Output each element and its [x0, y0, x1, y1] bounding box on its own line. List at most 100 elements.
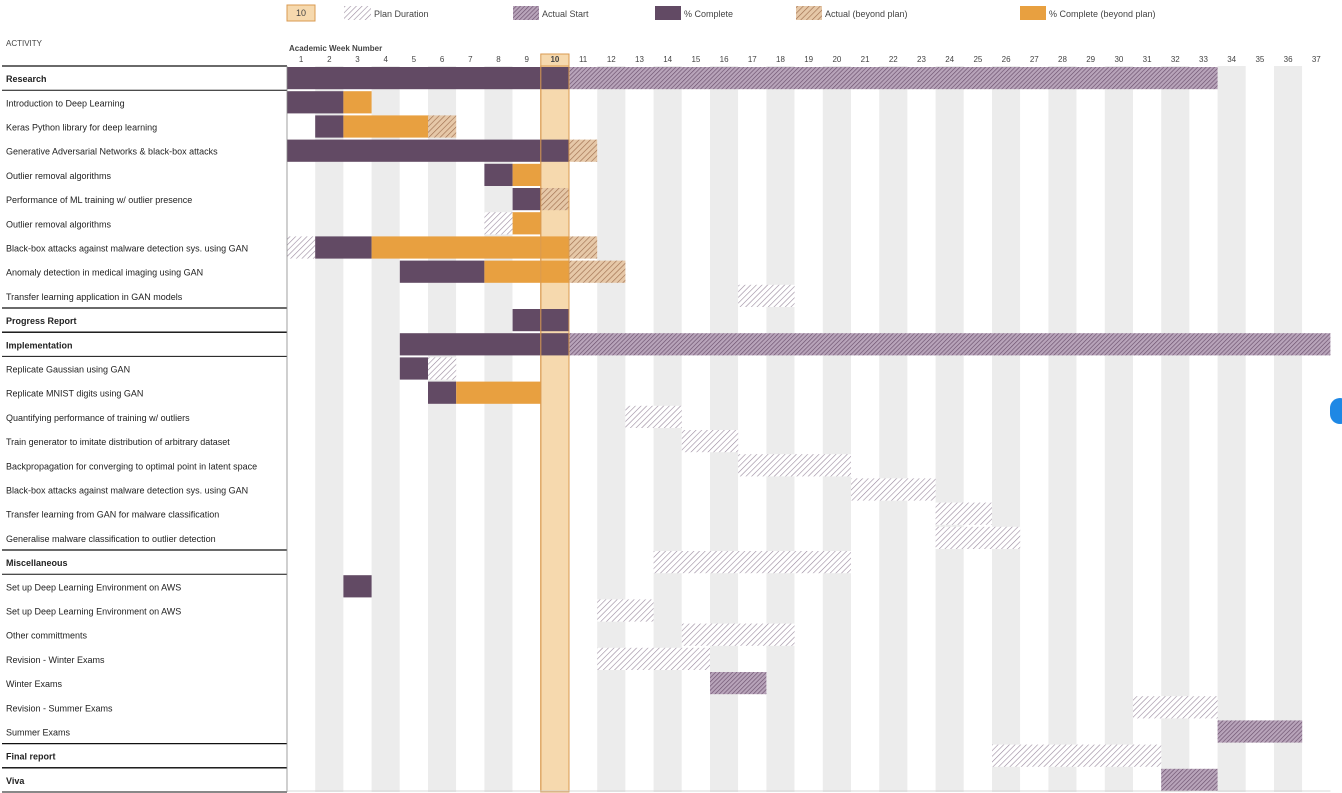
week-number: 29 — [1086, 55, 1095, 64]
week-column-37 — [1302, 66, 1331, 792]
bar-complete — [287, 139, 569, 162]
week-number: 19 — [804, 55, 813, 64]
bar-actual-beyond — [540, 188, 569, 211]
activity-label: Set up Deep Learning Environment on AWS — [6, 607, 181, 617]
bar-plan — [935, 502, 992, 525]
week-column-16 — [710, 66, 739, 792]
group-label: Miscellaneous — [6, 558, 68, 568]
week-column-5 — [399, 66, 428, 792]
activity-label: Generalise malware classification to out… — [6, 534, 216, 544]
week-column-26 — [992, 66, 1021, 792]
week-column-35 — [1245, 66, 1274, 792]
week-number: 20 — [832, 55, 841, 64]
activity-label: Transfer learning application in GAN mod… — [6, 292, 183, 302]
activity-label: Set up Deep Learning Environment on AWS — [6, 582, 181, 592]
week-column-34 — [1217, 66, 1246, 792]
bar-actual-beyond — [569, 139, 598, 162]
activity-labels: Research Introduction to Deep Learning Ker… — [2, 65, 1331, 793]
week-column-27 — [1020, 66, 1049, 792]
week-number: 27 — [1030, 55, 1039, 64]
week-column-31 — [1133, 66, 1162, 792]
bar-plan — [428, 357, 457, 380]
bar-complete — [399, 357, 428, 380]
week-number: 2 — [327, 55, 332, 64]
bar-actual — [1161, 768, 1218, 791]
bar-plan — [851, 478, 936, 501]
bar-complete-beyond — [343, 91, 372, 114]
activity-label: Keras Python library for deep learning — [6, 123, 157, 133]
week-number: 15 — [691, 55, 700, 64]
group-label: Progress Report — [6, 316, 77, 326]
bar-complete — [315, 236, 372, 259]
bar-plan — [287, 236, 316, 259]
legend-plan-swatch — [344, 6, 371, 20]
bar-plan — [738, 454, 851, 477]
activity-label: Revision - Summer Exams — [6, 703, 113, 713]
week-column-15 — [681, 66, 710, 792]
bar-complete-beyond — [371, 236, 569, 259]
week-column-4 — [371, 66, 400, 792]
activity-label: Performance of ML training w/ outlier pr… — [6, 195, 192, 205]
activity-label: Replicate Gaussian using GAN — [6, 365, 130, 375]
activity-label: Anomaly detection in medical imaging usi… — [6, 268, 203, 278]
week-column-7 — [456, 66, 485, 792]
week-number: 36 — [1284, 55, 1293, 64]
legend: 10 Plan Duration Actual Start % Complete… — [286, 4, 1156, 22]
week-column-3 — [343, 66, 372, 792]
grid: 1 2 3 4 5 6 7 8 9 10 11 12 13 14 15 16 17 18 19 20 21 22 23 24 2… — [287, 53, 1331, 793]
week-number: 1 — [299, 55, 304, 64]
week-number: 14 — [663, 55, 672, 64]
week-column-21 — [851, 66, 880, 792]
week-column-14 — [653, 66, 682, 792]
side-scroll-handle[interactable] — [1330, 398, 1342, 424]
bar-complete-beyond — [484, 260, 569, 283]
week-number: 21 — [861, 55, 870, 64]
activity-label: Summer Exams — [6, 728, 71, 738]
week-column-12 — [597, 66, 626, 792]
week-column-20 — [822, 66, 851, 792]
activity-header: ACTIVITY — [6, 39, 43, 48]
bar-complete — [343, 575, 372, 598]
activity-label: Black-box attacks against malware detect… — [6, 486, 248, 496]
week-number: 22 — [889, 55, 898, 64]
week-number: 18 — [776, 55, 785, 64]
bar-plan — [681, 430, 739, 453]
week-number: 34 — [1227, 55, 1236, 64]
bar-plan — [653, 551, 851, 574]
week-column-22 — [879, 66, 908, 792]
week-column-33 — [1189, 66, 1218, 792]
week-number: 32 — [1171, 55, 1180, 64]
legend-current-week-swatch — [286, 4, 316, 22]
group-label: Research — [6, 74, 47, 84]
bar-plan — [1133, 696, 1218, 719]
bar-complete-beyond — [512, 163, 541, 186]
week-number: 28 — [1058, 55, 1067, 64]
week-column-11 — [569, 66, 598, 792]
week-column-32 — [1161, 66, 1190, 792]
bar-plan — [484, 212, 513, 235]
group-label: Implementation — [6, 340, 73, 350]
week-column-30 — [1104, 66, 1133, 792]
week-number: 6 — [440, 55, 445, 64]
bar-plan — [597, 647, 710, 670]
activity-label: Outlier removal algorithms — [6, 219, 112, 229]
activity-label: Backpropagation for converging to optima… — [6, 461, 257, 471]
current-week-highlight — [540, 53, 570, 793]
legend-complete-beyond-label: % Complete (beyond plan) — [1049, 9, 1156, 19]
week-number: 7 — [468, 55, 473, 64]
activity-label: Outlier removal algorithms — [6, 171, 112, 181]
legend-actual-start-swatch — [513, 6, 539, 20]
legend-complete-beyond-swatch — [1020, 6, 1046, 20]
week-column-29 — [1076, 66, 1105, 792]
bar-complete-beyond — [512, 212, 541, 235]
bar-plan — [738, 284, 795, 307]
group-label: Final report — [6, 752, 56, 762]
week-number: 37 — [1312, 55, 1321, 64]
bar-plan — [992, 744, 1162, 767]
activity-label: Generative Adversarial Networks & black-… — [6, 147, 218, 157]
week-number: 13 — [635, 55, 644, 64]
week-column-25 — [963, 66, 992, 792]
group-label: Viva — [6, 776, 25, 786]
legend-actual-start-label: Actual Start — [542, 9, 589, 19]
